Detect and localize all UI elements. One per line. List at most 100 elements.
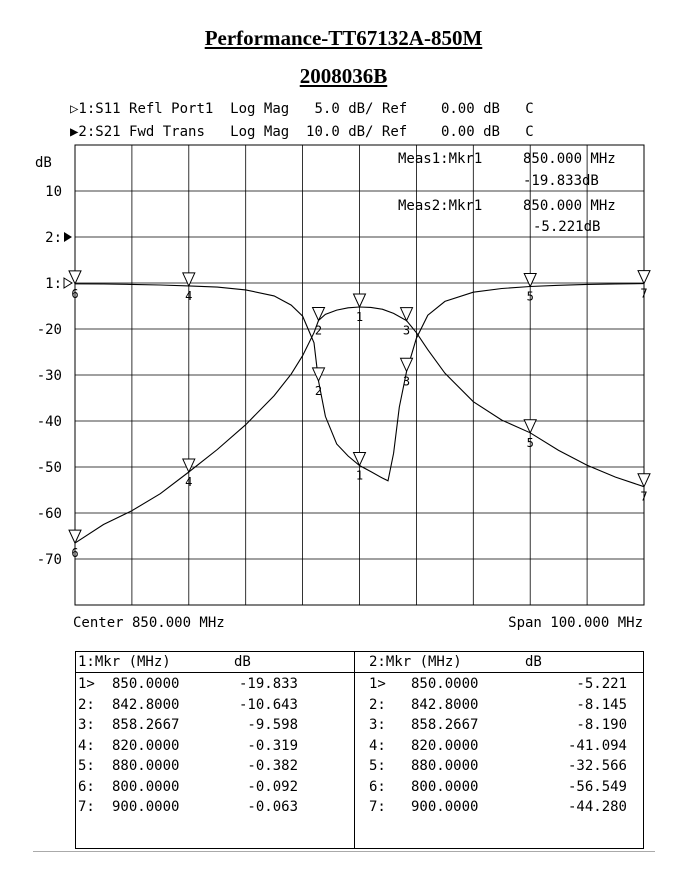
marker-table-trace1: 1:Mkr (MHz) dB 1> 850.0000 -19.833 2: 842.80…: [76, 652, 355, 848]
marker-number: 5: [527, 436, 534, 450]
trace1-marker: ▷1:: [70, 101, 96, 117]
table-row: 7: 900.0000 -44.280: [355, 799, 643, 819]
ref1-indicator: [63, 277, 73, 289]
header-unit: dB: [234, 654, 251, 670]
cell-val: -10.643: [238, 696, 298, 713]
cell-freq: 842.8000: [411, 696, 479, 713]
y-tick-label: -20: [37, 322, 62, 338]
cell-id: 3:: [369, 717, 386, 733]
marker-number: 3: [403, 374, 410, 388]
trace1-param: S11 Refl Port1: [95, 101, 214, 117]
marker-number: 7: [640, 490, 647, 504]
table-row: 3: 858.2667 -9.598: [76, 717, 354, 737]
cell-val: -8.190: [576, 717, 627, 733]
marker-triangle: [68, 529, 82, 545]
marker-table: 1:Mkr (MHz) dB 1> 850.0000 -19.833 2: 842.80…: [75, 651, 644, 849]
trace2-param: S21 Fwd Trans: [95, 124, 205, 140]
trace1-format: Log Mag: [230, 101, 290, 117]
y-tick-label: 10: [45, 184, 62, 200]
table-row: 5: 880.0000 -32.566: [355, 758, 643, 778]
marker-number: 3: [403, 324, 410, 338]
header-mkr: 2:Mkr (MHz): [369, 654, 462, 670]
table-row: 4: 820.0000 -0.319: [76, 738, 354, 758]
marker-triangle: [523, 419, 537, 434]
cell-freq: 900.0000: [411, 799, 479, 815]
table-row: 2: 842.8000 -10.643: [76, 697, 354, 717]
cell-freq: 858.2667: [411, 717, 479, 733]
cell-id: 4:: [369, 737, 386, 754]
marker-number: 1: [356, 310, 363, 324]
meas1-freq: 850.000 MHz: [523, 151, 616, 167]
cell-id: 6:: [78, 778, 95, 795]
trace2-ref: 0.00 dB: [440, 124, 500, 140]
traces: [74, 283, 645, 544]
marker-number: 2: [315, 323, 322, 337]
marker-triangle: [637, 473, 651, 488]
marker-triangle: [352, 293, 367, 309]
y-tick-label: 2:: [45, 230, 62, 246]
y-tick-label: -70: [37, 552, 62, 568]
span-label: Span 100.000 MHz: [508, 615, 643, 631]
cell-freq: 820.0000: [112, 737, 180, 754]
cell-id: 3:: [78, 717, 95, 733]
table-row: 5: 880.0000 -0.382: [76, 758, 354, 778]
table-header: 1:Mkr (MHz) dB: [76, 654, 354, 673]
cell-freq: 880.0000: [112, 758, 180, 774]
chart-title: Performance-TT67132A-850M: [204, 26, 483, 50]
table-header: 2:Mkr (MHz) dB: [355, 654, 643, 673]
cell-freq: 858.2667: [112, 717, 180, 733]
marker-number: 4: [185, 475, 192, 489]
y-tick-label: -40: [37, 414, 62, 430]
chart-subtitle: 2008036B: [299, 64, 388, 88]
trace2-marker: ▶2:: [70, 124, 96, 140]
cell-val: -0.092: [247, 778, 298, 795]
table-row: 2: 842.8000 -8.145: [355, 697, 643, 717]
y-tick-label: -30: [37, 368, 62, 384]
marker-triangle: [68, 270, 82, 286]
cell-val: -0.319: [247, 737, 298, 754]
cell-id: 7:: [78, 799, 95, 815]
cell-val: -5.221: [576, 676, 627, 692]
trace2-tail: C: [525, 124, 534, 140]
y-tick-label: -50: [37, 460, 62, 476]
marker-triangle: [352, 451, 367, 467]
meas1-value: -19.833dB: [523, 173, 599, 189]
cell-val: -0.063: [247, 799, 298, 815]
trace1-ref-label: Ref: [381, 101, 408, 117]
trace1-header: ▷1:S11 Refl Port1 Log Mag 5.0 dB/ Ref 0.…: [70, 101, 534, 117]
trace1-tail: C: [525, 101, 534, 117]
table-row: 1> 850.0000 -5.221: [355, 676, 643, 696]
trace2-scale: 10.0 dB/: [306, 124, 374, 140]
marker-triangle: [637, 270, 651, 285]
cell-freq: 800.0000: [411, 778, 479, 795]
marker-triangle: [399, 357, 414, 373]
cell-freq: 850.0000: [411, 676, 479, 692]
table-row: 7: 900.0000 -0.063: [76, 799, 354, 819]
trace2-header: ▶2:S21 Fwd Trans Log Mag 10.0 dB/ Ref 0.…: [70, 124, 534, 140]
marker-number: 6: [71, 287, 78, 301]
cell-id: 4:: [78, 737, 95, 754]
meas1-label: Meas1:Mkr1: [398, 151, 482, 167]
cell-id: 2:: [78, 696, 95, 713]
cell-id: 5:: [78, 758, 95, 774]
trace-2: [74, 306, 645, 544]
cell-id: 6:: [369, 778, 386, 795]
cell-freq: 842.8000: [112, 696, 180, 713]
y-tick-label: -60: [37, 506, 62, 522]
table-row: 3: 858.2667 -8.190: [355, 717, 643, 737]
center-label: Center 850.000 MHz: [73, 615, 225, 631]
cell-id: 5:: [369, 758, 386, 774]
cell-val: -8.145: [576, 696, 627, 713]
marker-triangle: [523, 273, 537, 288]
table-row: 6: 800.0000 -0.092: [76, 779, 354, 799]
marker-triangle: [311, 367, 326, 383]
marker-number: 6: [71, 546, 78, 560]
y-axis-labels: 10 2: 1: -20 -30 -40 -50 -60 -70: [37, 184, 73, 568]
trace1-ref: 0.00 dB: [440, 101, 500, 117]
y-unit-label: dB: [35, 155, 52, 171]
cell-val: -41.094: [567, 737, 627, 754]
marker-number: 4: [185, 289, 192, 303]
trace1-scale: 5.0 dB/: [314, 101, 374, 117]
footer-divider: [33, 851, 655, 852]
plot-grid: [74, 144, 645, 606]
